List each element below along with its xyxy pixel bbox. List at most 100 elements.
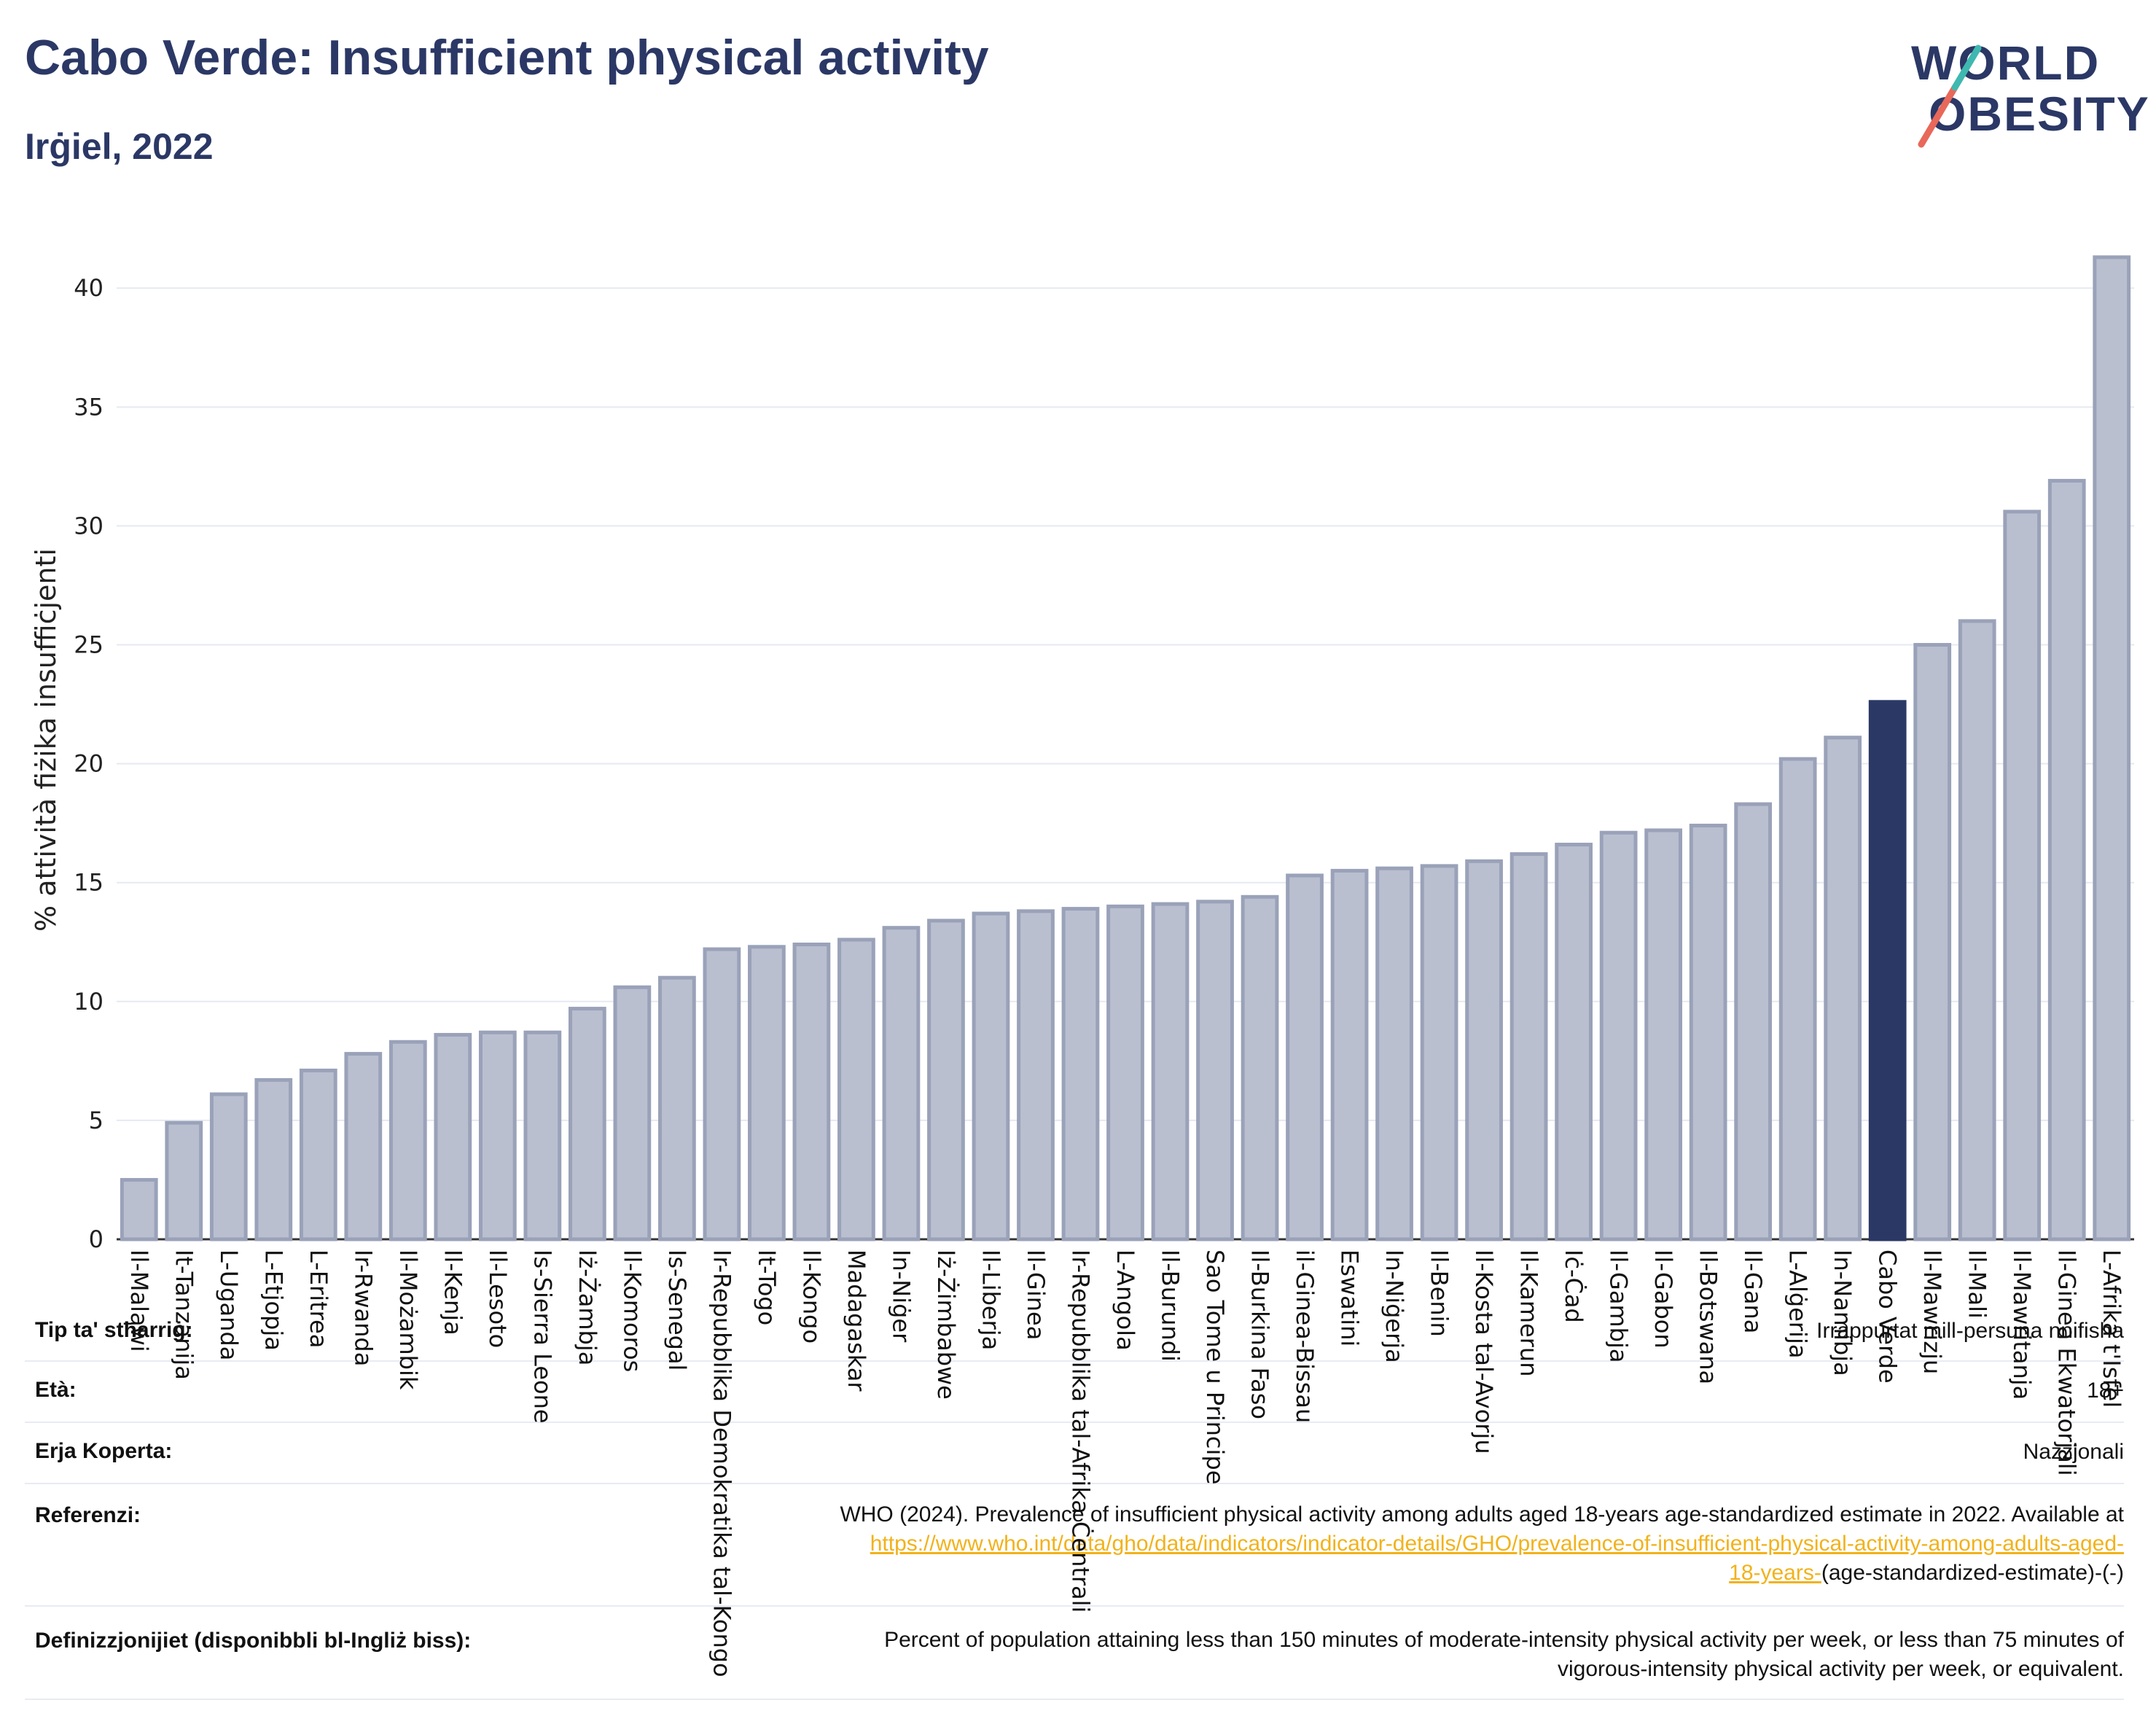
bar <box>1778 757 1817 1241</box>
bar <box>568 1007 606 1241</box>
bar <box>1106 904 1144 1241</box>
bar <box>2093 255 2131 1241</box>
bar <box>434 1032 472 1241</box>
x-tick-label: Eswatini <box>1336 1249 1364 1346</box>
bar <box>972 911 1010 1241</box>
logo-slash-icon <box>1918 44 1982 148</box>
x-tick-label: L-Eritrea <box>305 1249 332 1348</box>
x-tick-label: Il-Ginea Ekwatorjali <box>2053 1249 2081 1476</box>
bar <box>1061 907 1100 1241</box>
bar <box>478 1030 517 1241</box>
bar <box>344 1052 383 1241</box>
references-text: WHO (2024). Prevalence of insufficient p… <box>840 1500 2124 1588</box>
x-tick-label: Iċ-Ċad <box>1560 1249 1587 1323</box>
reference-citation: WHO (2024). Prevalence of insufficient p… <box>840 1502 2124 1527</box>
bar <box>254 1077 293 1241</box>
meta-row-references: Referenzi: WHO (2024). Prevalence of ins… <box>25 1483 2124 1607</box>
bar <box>2047 478 2086 1241</box>
y-tick-label: 25 <box>74 631 103 659</box>
x-tick-label: Madagaskar <box>843 1249 870 1392</box>
bar <box>1017 909 1055 1241</box>
definitions-label: Definizzjonijiet (disponibbli bl-Ingliż … <box>35 1629 472 1653</box>
x-tick-label: L-Alġerija <box>1784 1249 1812 1358</box>
x-tick-label: Il-Mawrizju <box>1918 1249 1946 1374</box>
reference-link-cont[interactable]: 18-years- <box>1729 1561 1821 1585</box>
x-tick-label: Il-Burundi <box>1157 1249 1184 1362</box>
bar <box>882 926 921 1241</box>
bar <box>927 919 965 1241</box>
x-tick-label: In-Niġerja <box>1380 1249 1408 1363</box>
x-tick-label: Ir-Repubblika Demokratika tal-Kongo <box>708 1249 735 1677</box>
age-label: Età: <box>35 1378 77 1402</box>
x-tick-label: L-Afrika t'Isfel <box>2098 1249 2125 1408</box>
x-tick-label: Il-Kosta tal-Avorju <box>1470 1249 1498 1454</box>
bar <box>2003 510 2042 1241</box>
logo-line-2: OBESITY <box>1929 87 2150 141</box>
bar <box>299 1068 337 1241</box>
y-tick-label: 40 <box>74 274 103 302</box>
world-obesity-logo: WORLD OBESITY <box>1895 22 2149 153</box>
x-tick-label: Sao Tome u Principe <box>1201 1249 1229 1484</box>
y-tick-label: 0 <box>89 1225 103 1253</box>
age-value: 18+ <box>2087 1379 2124 1403</box>
y-tick-label: 5 <box>89 1107 103 1134</box>
meta-row-age: Età: 18+ <box>25 1360 2124 1423</box>
x-tick-label: Il-Mali <box>1964 1249 1991 1319</box>
x-tick-label: Il-Kamerun <box>1515 1249 1543 1376</box>
y-tick-label: 10 <box>74 988 103 1015</box>
bar <box>1375 866 1413 1241</box>
bar <box>1420 864 1458 1241</box>
x-tick-label: In-Namibja <box>1829 1249 1856 1376</box>
meta-row-survey-type: Tip ta' stħarriġ: Irrappurtat mill-persu… <box>25 1299 2124 1362</box>
references-label: Referenzi: <box>35 1503 141 1527</box>
x-tick-label: Iż-Żimbabwe <box>932 1249 960 1400</box>
x-tick-label: Il-Możambik <box>394 1249 422 1390</box>
meta-row-area: Erja Koperta: Nazzjonali <box>25 1422 2124 1484</box>
x-tick-label: Is-Senegal <box>663 1249 691 1371</box>
x-tick-label: Il-Gabon <box>1649 1249 1677 1349</box>
x-tick-label: Il-Ginea <box>1022 1249 1050 1340</box>
bar <box>165 1120 203 1241</box>
x-tick-label: It-Tanzanija <box>170 1249 198 1380</box>
bar <box>1868 700 1907 1241</box>
x-tick-label: Il-Lesoto <box>484 1249 512 1348</box>
bar <box>1555 843 1593 1241</box>
x-tick-label: Il-Gambja <box>1605 1249 1633 1362</box>
bar <box>1599 830 1638 1241</box>
bar <box>1151 902 1190 1241</box>
x-tick-label: il-Ginea-Bissau <box>1291 1249 1319 1423</box>
reference-link[interactable]: https://www.who.int/data/gho/data/indica… <box>870 1532 2124 1556</box>
bar <box>1286 873 1324 1241</box>
bar <box>1196 900 1234 1241</box>
bar <box>209 1092 248 1241</box>
bar <box>1824 736 1862 1241</box>
area-value: Nazzjonali <box>2023 1440 2124 1464</box>
bar <box>1509 852 1548 1241</box>
page-subtitle: Irġiel, 2022 <box>25 126 214 167</box>
definitions-text: Percent of population attaining less tha… <box>884 1626 2124 1684</box>
bar <box>658 975 696 1241</box>
survey-type-label: Tip ta' stħarriġ: <box>35 1318 193 1342</box>
survey-type-value: Irrappurtat mill-persuna nnifisha <box>1816 1319 2124 1343</box>
bar <box>1465 859 1503 1241</box>
definition-line-2: vigorous-intensity physical activity per… <box>1557 1657 2124 1681</box>
x-tick-label: Il-Mawritanja <box>2008 1249 2036 1400</box>
bar <box>1958 619 1996 1241</box>
x-tick-label: Il-Botswana <box>1695 1249 1722 1384</box>
x-tick-label: Il-Gana <box>1739 1249 1767 1333</box>
y-tick-label: 30 <box>74 512 103 539</box>
x-tick-label: Iż-Żambja <box>574 1249 601 1365</box>
x-tick-label: Cabo Verde <box>1874 1249 1902 1384</box>
x-tick-label: Ir-Rwanda <box>349 1249 377 1366</box>
bar <box>1689 823 1727 1241</box>
x-tick-label: Il-Kenja <box>439 1249 466 1336</box>
x-tick-label: Il-Liberja <box>977 1249 1004 1350</box>
y-tick-label: 15 <box>74 869 103 897</box>
bar <box>703 947 741 1241</box>
bar <box>748 945 786 1241</box>
x-tick-label: Il-Malawi <box>125 1249 153 1352</box>
bar <box>1913 643 1952 1241</box>
bar <box>613 985 652 1241</box>
logo-line-1: WORLD <box>1911 36 2101 90</box>
